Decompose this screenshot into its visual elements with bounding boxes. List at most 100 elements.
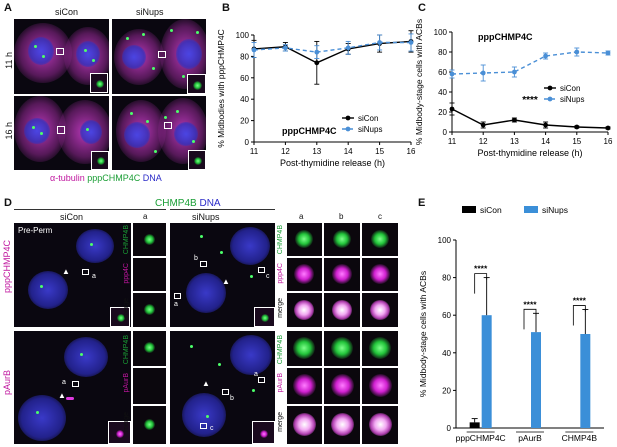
data-point-siNups [574, 49, 580, 55]
panel-d-zoom-sinups-r1-a-merge [287, 293, 322, 327]
y-tick-label: 100 [434, 28, 448, 37]
panel-d-zoom-sicon-r1-ppp4c [133, 258, 166, 291]
x-tick-label: CHMP4B [562, 433, 598, 443]
bar-siNups-pppCHMP4C [481, 315, 492, 428]
legend-label-siNups: siNups [542, 205, 568, 215]
y-tick-label: 60 [240, 74, 249, 83]
d-chlabel-sicon-r1-ppp4c: ppp4C [123, 263, 130, 284]
d-chlabel-sinups-r2-paurb: pAurB [277, 373, 284, 393]
x-tick-label: 14 [344, 147, 353, 156]
y-axis-label: % Midbodies with pppCHMP4C [216, 29, 226, 148]
y-tick-label: 80 [240, 52, 249, 61]
significance-stars: **** [523, 299, 537, 309]
panel-d-zoom-sinups-r2-a-merge [287, 406, 322, 444]
panel-d-zoom-sicon-r1-chmp4b [133, 223, 166, 256]
x-tick-label: 13 [510, 137, 519, 146]
y-tick-label: 40 [240, 95, 249, 104]
data-point-siNups [408, 40, 414, 45]
arrowhead-icon: ▲ [202, 379, 210, 388]
panel-d-zoom-sicon-r2-paurb [133, 368, 166, 404]
d-chlabel-sinups-r1-chmp4b: CHMP4B [277, 225, 284, 255]
series-line-siNups [253, 41, 411, 53]
panel-a-letter: A [4, 2, 12, 14]
significance-stars: **** [573, 296, 587, 306]
x-tick-label: pAurB [518, 433, 542, 443]
x-axis-label: Post-thymidine release (h) [477, 148, 582, 158]
panel-d-zoomcol-right-b: b [339, 212, 344, 221]
legend-marker-siCon [345, 115, 351, 121]
panel-d-zoom-sinups-r1-c-merge [362, 293, 398, 327]
data-point-siCon [543, 122, 548, 128]
panel-d-row-label-pppchmp4c: pppCHMP4C [2, 240, 12, 294]
data-point-siNups [345, 45, 351, 51]
panel-d-zoom-sinups-r1-c-chmp4b [362, 223, 398, 256]
chart-title: pppCHMP4C [282, 126, 337, 136]
panel-d-zoom-sinups-r2-a-chmp4b [287, 331, 322, 366]
region-letter-a: a [174, 301, 178, 308]
panel-a-col-label-sicon: siCon [55, 7, 79, 17]
data-point-siNups [314, 49, 320, 55]
x-tick-label: pppCHMP4C [456, 433, 506, 443]
panel-d-zoom-sinups-r1-a-ppp4c [287, 258, 322, 291]
panel-e-chart: 0 20 40 60 80 100 % Midbody-stage cells with A… [418, 205, 604, 443]
region-letter-b: b [194, 255, 198, 262]
x-tick-label: 15 [375, 147, 384, 156]
panel-d-group-sinups: siNups [192, 212, 220, 222]
bar-siNups-CHMP4B [580, 334, 591, 428]
y-tick-label: 60 [442, 311, 451, 320]
panel-d-divider-right [170, 209, 275, 210]
pre-perm-label: Pre-Perm [18, 226, 53, 235]
panel-d-zoomcol-right-a: a [299, 212, 304, 221]
panel-e-letter: E [418, 197, 426, 209]
panel-c-letter: C [418, 2, 426, 14]
x-tick-label: 11 [250, 147, 259, 156]
d-chlabel-sinups-r1-merge: merge [277, 298, 284, 318]
data-point-siCon [314, 60, 320, 66]
significance-bracket [474, 273, 488, 294]
y-tick-label: 20 [442, 386, 451, 395]
y-tick-label: 0 [443, 128, 448, 137]
data-point-siNups [543, 53, 548, 59]
data-point-siNups [283, 45, 288, 51]
y-tick-label: 40 [442, 349, 451, 358]
data-point-siCon [605, 125, 611, 131]
bar-siCon-pppCHMP4C [469, 422, 480, 428]
panel-b-letter: B [222, 2, 230, 14]
legend-label-siCon: siCon [480, 205, 502, 215]
data-point-siCon [449, 106, 455, 112]
series-line-siCon [451, 108, 609, 129]
series-line-siCon [253, 40, 412, 64]
legend-label-siCon: siCon [560, 84, 580, 93]
legend-marker-siCon [547, 85, 553, 91]
panel-a-row-label-16h: 16 h [4, 122, 14, 140]
d-chlabel-sinups-r1-ppp4c: ppp4C [277, 263, 284, 284]
panel-d-image-sicon-pppchmp4c: Pre-Perm a ▲ [14, 223, 131, 327]
d-chlabel-sicon-r1-merge: merge [123, 298, 130, 318]
region-letter-b: b [230, 395, 234, 402]
y-tick-label: 80 [442, 274, 451, 283]
panel-d-zoom-sinups-r2-c-chmp4b [362, 331, 398, 366]
legend-dna: DNA [142, 173, 162, 183]
arrowhead-icon: ▲ [62, 267, 70, 276]
significance-stars: **** [474, 264, 488, 274]
panel-d-image-sinups-paurb: a b c ▲ [170, 331, 275, 444]
panel-d-zoom-sinups-r1-b-ppp4c [324, 258, 360, 291]
y-axis-label: % Midbody-stage cells with ACBs [418, 271, 428, 397]
panel-d-divider-left [14, 209, 166, 210]
legend-chmp4c: pppCHMP4C [87, 173, 141, 183]
series-line-siNups [451, 51, 609, 75]
region-letter-c: c [210, 425, 214, 432]
panel-d-header-chmp4b: CHMP4B [155, 198, 197, 209]
panel-d-zoom-sicon-r1-merge [133, 293, 166, 327]
panel-d-header: CHMP4B DNA [155, 198, 221, 209]
panel-d-zoom-sinups-r2-a-paurb [287, 368, 322, 404]
panel-a-image-sicon-11h [14, 19, 109, 94]
legend-marker-siNups [345, 126, 351, 132]
panel-d-zoom-sinups-r2-b-merge [324, 406, 360, 444]
panel-d-zoomcol-right-c: c [378, 212, 382, 221]
panel-a-legend: α-tubulin pppCHMP4C DNA [50, 173, 162, 183]
legend-tubulin: α-tubulin [50, 173, 85, 183]
y-tick-label: 0 [245, 138, 250, 147]
panel-a-image-sinups-11h [112, 19, 206, 94]
d-chlabel-sicon-r1-chmp4b: CHMP4B [123, 225, 130, 255]
